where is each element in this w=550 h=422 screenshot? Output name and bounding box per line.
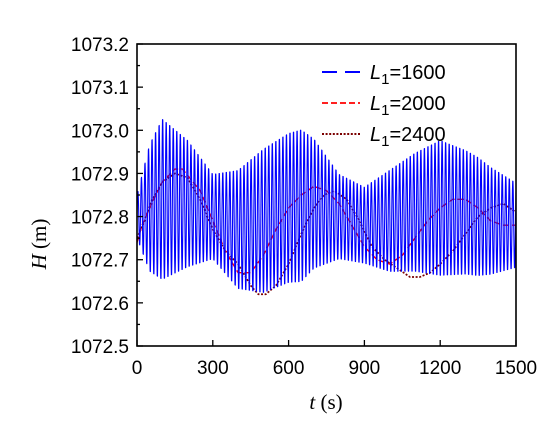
y-tick-label: 1072.7 xyxy=(71,251,129,272)
legend: L1=1600 L1=2000 L1=2400 xyxy=(322,62,446,150)
y-tick-label: 1073.1 xyxy=(71,78,129,99)
legend-label: L1=2400 xyxy=(370,124,446,150)
series-layer xyxy=(137,119,516,296)
y-tick-label: 1072.8 xyxy=(71,208,129,229)
x-tick-label: 1500 xyxy=(495,358,537,379)
series-line-2000 xyxy=(137,168,516,274)
y-tick-label: 1072.5 xyxy=(71,337,129,358)
x-tick-label: 900 xyxy=(349,358,381,379)
x-tick-label: 0 xyxy=(132,358,143,379)
x-tick-label: 1200 xyxy=(419,358,461,379)
ticks-layer: 0 300 600 900 1200 1500 1072.5 1072.6 1072.7 1072… xyxy=(71,35,537,379)
y-tick-label: 1072.9 xyxy=(71,164,129,185)
x-tick-label: 300 xyxy=(197,358,229,379)
y-tick-label: 1073.0 xyxy=(71,121,129,142)
legend-label: L1=1600 xyxy=(370,62,446,88)
y-axis-title: H (m) xyxy=(27,219,51,271)
legend-label: L1=2000 xyxy=(370,93,446,119)
series-line-1600 xyxy=(137,119,516,293)
x-tick-label: 600 xyxy=(273,358,305,379)
y-tick-label: 1073.2 xyxy=(71,35,129,56)
y-tick-label: 1072.6 xyxy=(71,294,129,315)
x-axis-title: t (s) xyxy=(309,390,342,414)
